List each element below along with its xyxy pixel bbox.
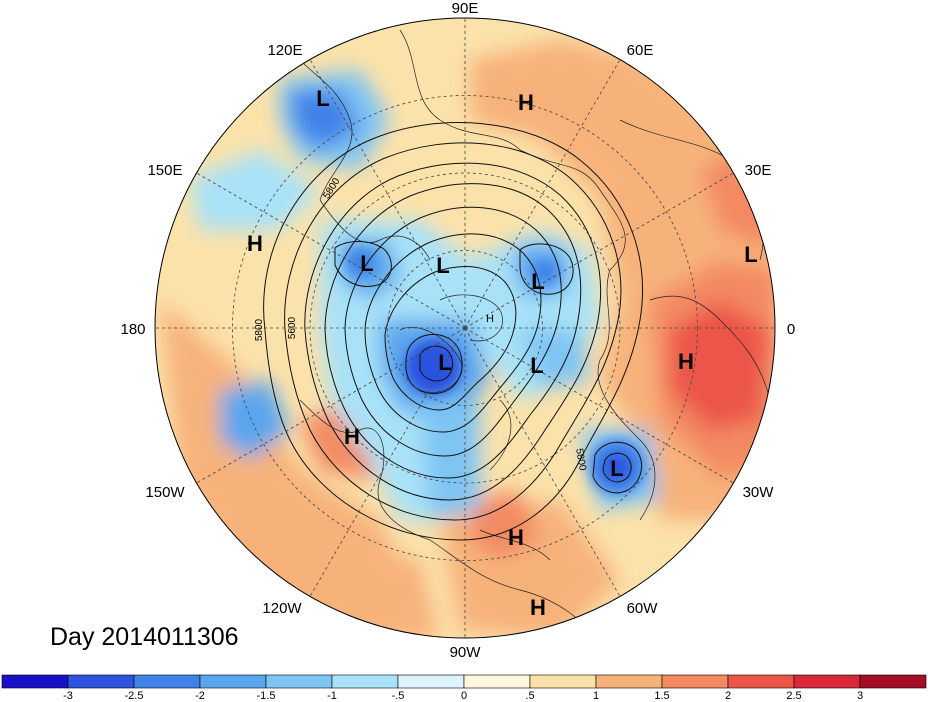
lon-label-180: 180 — [120, 321, 145, 338]
colorbar-swatch — [595, 674, 663, 689]
pressure-center-low: L — [744, 242, 757, 267]
lon-label-150e: 150E — [147, 162, 182, 179]
lon-label-150w: 150W — [145, 484, 185, 501]
meridian-line — [464, 172, 734, 329]
meridian-line — [196, 172, 466, 329]
colorbar-swatch — [463, 674, 531, 689]
pressure-center-low: L — [316, 86, 329, 111]
colorbar-swatch — [661, 674, 729, 689]
colorbar-swatch — [859, 674, 927, 689]
lon-label-30w: 30W — [743, 484, 775, 501]
meridian-line — [196, 327, 466, 484]
meridian-line — [464, 59, 621, 329]
contour-label: 5800 — [254, 318, 265, 341]
lon-label-0: 0 — [787, 321, 795, 338]
latitude-circle — [309, 172, 621, 484]
pressure-center-high: H — [678, 349, 694, 374]
latitude-circle — [232, 95, 698, 561]
colorbar-swatch — [529, 674, 597, 689]
colorbar-swatch — [331, 674, 399, 689]
anomaly-field — [155, 18, 775, 638]
colorbar-tick-label: -2 — [195, 690, 205, 702]
colorbar-tick-label: 2 — [725, 690, 731, 702]
pressure-center-high: H — [530, 595, 546, 620]
pressure-center-high: H — [247, 231, 263, 256]
pressure-center-low: L — [530, 353, 543, 378]
longitude-labels: 90E 60E 30E 0 30W 60W 90W 120W 150W 180 … — [120, 0, 795, 661]
lon-label-120w: 120W — [262, 600, 302, 617]
colorbar-tick-label: 0 — [461, 690, 467, 702]
latitude-circle — [387, 250, 543, 406]
contour-label: 5600 — [287, 316, 298, 339]
meridian-line — [309, 59, 466, 329]
lon-label-90w: 90W — [450, 644, 482, 661]
pressure-centers: L H H L L L L H L H L H L H H — [247, 86, 758, 620]
lon-label-60w: 60W — [627, 600, 659, 617]
colorbar-swatch — [265, 674, 333, 689]
colorbar-tick-label: -1 — [327, 690, 337, 702]
pressure-center-high: H — [508, 525, 524, 550]
height-contours — [263, 122, 643, 541]
map-title: Day 2014011306 — [50, 623, 239, 651]
pressure-center-low: L — [436, 253, 449, 278]
colorbar-swatch — [67, 674, 135, 689]
colorbar-tick-label: 2.5 — [786, 690, 801, 702]
pressure-center-low: L — [531, 269, 544, 294]
pressure-center-high: H — [486, 313, 494, 325]
colorbar-tick-label: -2.5 — [125, 690, 144, 702]
colorbar-tick-label: 1 — [593, 690, 599, 702]
meridian-line — [464, 327, 734, 484]
lon-label-90e: 90E — [452, 0, 479, 17]
colorbar-swatch — [727, 674, 795, 689]
pressure-center-low: L — [360, 251, 373, 276]
colorbar-swatch — [397, 674, 465, 689]
pressure-center-high: H — [518, 90, 534, 115]
colorbar-swatch — [199, 674, 267, 689]
lon-label-30e: 30E — [745, 162, 772, 179]
graticule — [155, 18, 775, 638]
meridian-line — [464, 327, 621, 597]
colorbar-tick-label: 1.5 — [654, 690, 669, 702]
colorbar: -3 -2.5 -2 -1.5 -1 -.5 0 .5 1 1.5 2 2.5 3 — [1, 674, 927, 702]
lon-label-120e: 120E — [267, 42, 302, 59]
colorbar-tick-label: -.5 — [392, 690, 405, 702]
colorbar-tick-label: 3 — [857, 690, 863, 702]
colorbar-swatch — [133, 674, 201, 689]
pressure-center-high: H — [344, 424, 360, 449]
colorbar-swatch — [793, 674, 861, 689]
colorbar-tick-label: .5 — [525, 690, 534, 702]
contour-label: 5800 — [573, 448, 588, 472]
colorbar-swatch — [1, 674, 69, 689]
map-boundary — [154, 17, 776, 639]
meridian-line — [309, 327, 466, 597]
colorbar-tick-label: -3 — [63, 690, 73, 702]
pressure-center-low: L — [610, 456, 623, 481]
pressure-center-low: L — [438, 350, 451, 375]
colorbar-tick-label: -1.5 — [257, 690, 276, 702]
lon-label-60e: 60E — [627, 42, 654, 59]
